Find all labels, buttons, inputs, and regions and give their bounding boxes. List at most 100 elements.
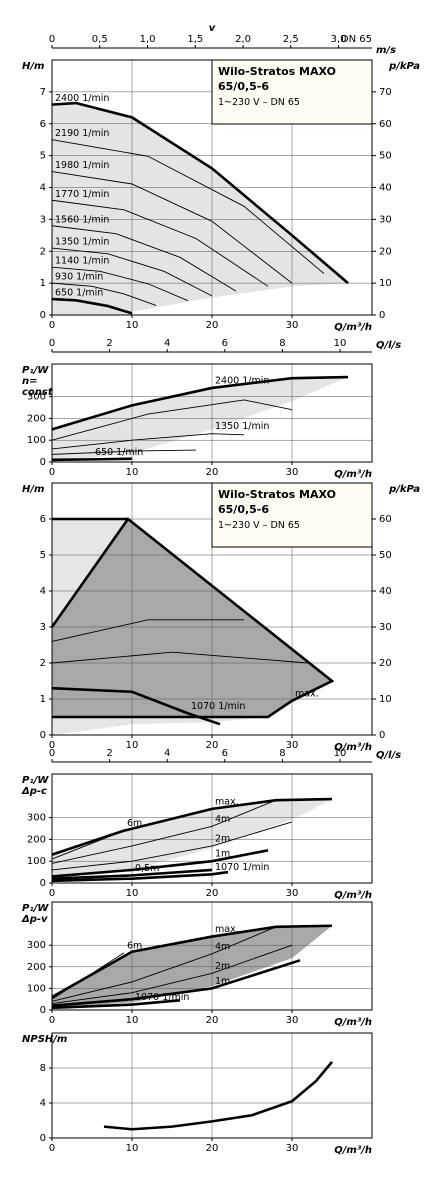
curve-label: 1070 1/min: [191, 701, 245, 712]
x-tick-label: 0: [49, 1015, 55, 1026]
y2-tick-label: 60: [379, 119, 392, 130]
x-tick-label: 0: [49, 888, 55, 899]
y-axis-label: NPSH/m: [22, 1034, 67, 1045]
x2-tick-label: 2: [106, 748, 112, 759]
curve-label: 930 1/min: [55, 272, 103, 283]
x-tick-label: 0: [49, 740, 55, 751]
x-tick-label: 30: [286, 1143, 299, 1154]
curve: [51, 139, 325, 274]
y2-axis-label: p/kPa: [388, 61, 420, 72]
curve-label: 650 1/min: [95, 447, 143, 458]
x2-axis-label: v: [209, 23, 216, 34]
x-tick-label: 30: [286, 740, 299, 751]
y2-tick-label: 0: [379, 310, 385, 321]
x-axis-label: Q/m³/h: [334, 890, 372, 901]
x-tick-label: 20: [206, 320, 219, 331]
y-tick-label: 0: [40, 310, 46, 321]
curve-label: 1070 1/min: [215, 862, 269, 873]
x-axis-label: Q/m³/h: [334, 469, 372, 480]
x2-tick-label: 8: [279, 748, 285, 759]
curve: [51, 797, 333, 856]
curve-label: 4m: [215, 941, 230, 952]
info-line: Wilo-Stratos MAXO: [218, 488, 336, 501]
x-tick-label: 10: [126, 1015, 139, 1026]
y-axis-label: H/m: [22, 484, 44, 495]
x-tick-label: 20: [206, 467, 219, 478]
x-tick-label: 10: [126, 1143, 139, 1154]
y-tick-label: 6: [40, 119, 46, 130]
curve-label: 0,5m: [135, 863, 159, 874]
y-tick-label: 1: [40, 278, 46, 289]
curve: [51, 870, 229, 883]
y-tick-label: 0: [40, 1005, 46, 1016]
y-axis-label: n=: [22, 376, 38, 387]
x2-tick-label: 0: [49, 34, 55, 45]
curve: [51, 225, 237, 292]
x2-tick-label: 2,5: [283, 34, 299, 45]
x2-tick-label: 2,0: [235, 34, 251, 45]
y2-tick-label: 10: [379, 694, 392, 705]
x2-tick-label: 1,0: [140, 34, 156, 45]
curve: [51, 926, 277, 1002]
x-tick-label: 10: [126, 740, 139, 751]
info-box: [211, 59, 373, 125]
info-line: Wilo-Stratos MAXO: [218, 65, 336, 78]
x2-axis-label: Q/l/s: [376, 750, 401, 761]
x-tick-label: 20: [206, 740, 219, 751]
x-tick-label: 20: [206, 1143, 219, 1154]
curve: [51, 651, 309, 664]
y2-tick-label: 30: [379, 622, 392, 633]
x-axis-label: Q/m³/h: [334, 322, 372, 333]
y2-tick-label: 20: [379, 246, 392, 257]
y2-tick-label: 20: [379, 658, 392, 669]
curve: [103, 1061, 333, 1131]
curve: [51, 282, 157, 306]
y2-tick-label: 30: [379, 214, 392, 225]
curve: [51, 830, 125, 860]
curve: [51, 952, 125, 1000]
y-tick-label: 300: [27, 813, 46, 824]
y-tick-label: 0: [40, 1133, 46, 1144]
y-tick-label: 100: [27, 435, 46, 446]
y-tick-label: 200: [27, 834, 46, 845]
x2-tick-label: 8: [279, 338, 285, 349]
x2-tick-label: 4: [164, 748, 170, 759]
x-tick-label: 0: [49, 1143, 55, 1154]
y-tick-label: 2: [40, 246, 46, 257]
x2-axis-unit: m/s: [376, 45, 396, 56]
x-tick-label: 30: [286, 888, 299, 899]
operating-region: [52, 519, 332, 717]
y-tick-label: 2: [40, 658, 46, 669]
curve-label: max.: [215, 924, 239, 935]
y-axis-label: P₁/W: [22, 365, 49, 376]
curve-label: 1m: [215, 849, 230, 860]
y-tick-label: 0: [40, 457, 46, 468]
y-tick-label: 0: [40, 730, 46, 741]
curve: [51, 247, 213, 297]
curve-label: 2m: [215, 961, 230, 972]
curve: [51, 868, 213, 880]
y-tick-label: 4: [40, 183, 46, 194]
curve-label: 2400 1/min: [55, 93, 109, 104]
x-tick-label: 20: [206, 1015, 219, 1026]
y-axis-label: P₁/W: [22, 903, 49, 914]
curve-label: 1140 1/min: [55, 256, 109, 267]
curve: [51, 449, 197, 455]
y-axis-label: Δp-c: [21, 786, 47, 797]
y-tick-label: 8: [40, 1063, 46, 1074]
curve: [51, 433, 245, 450]
operating-region: [52, 799, 332, 879]
y2-tick-label: 70: [379, 87, 392, 98]
x-tick-label: 10: [126, 467, 139, 478]
x2-tick-label: 10: [334, 338, 347, 349]
curve-label: 1070 1/min: [135, 992, 189, 1003]
curve: [51, 959, 301, 1007]
curve: [51, 101, 349, 285]
y-tick-label: 5: [40, 151, 46, 162]
x2-tick-label: 3,0: [331, 34, 347, 45]
curve-label: 1560 1/min: [55, 214, 109, 225]
curve: [51, 998, 181, 1010]
curve: [51, 399, 293, 441]
y-tick-label: 100: [27, 983, 46, 994]
